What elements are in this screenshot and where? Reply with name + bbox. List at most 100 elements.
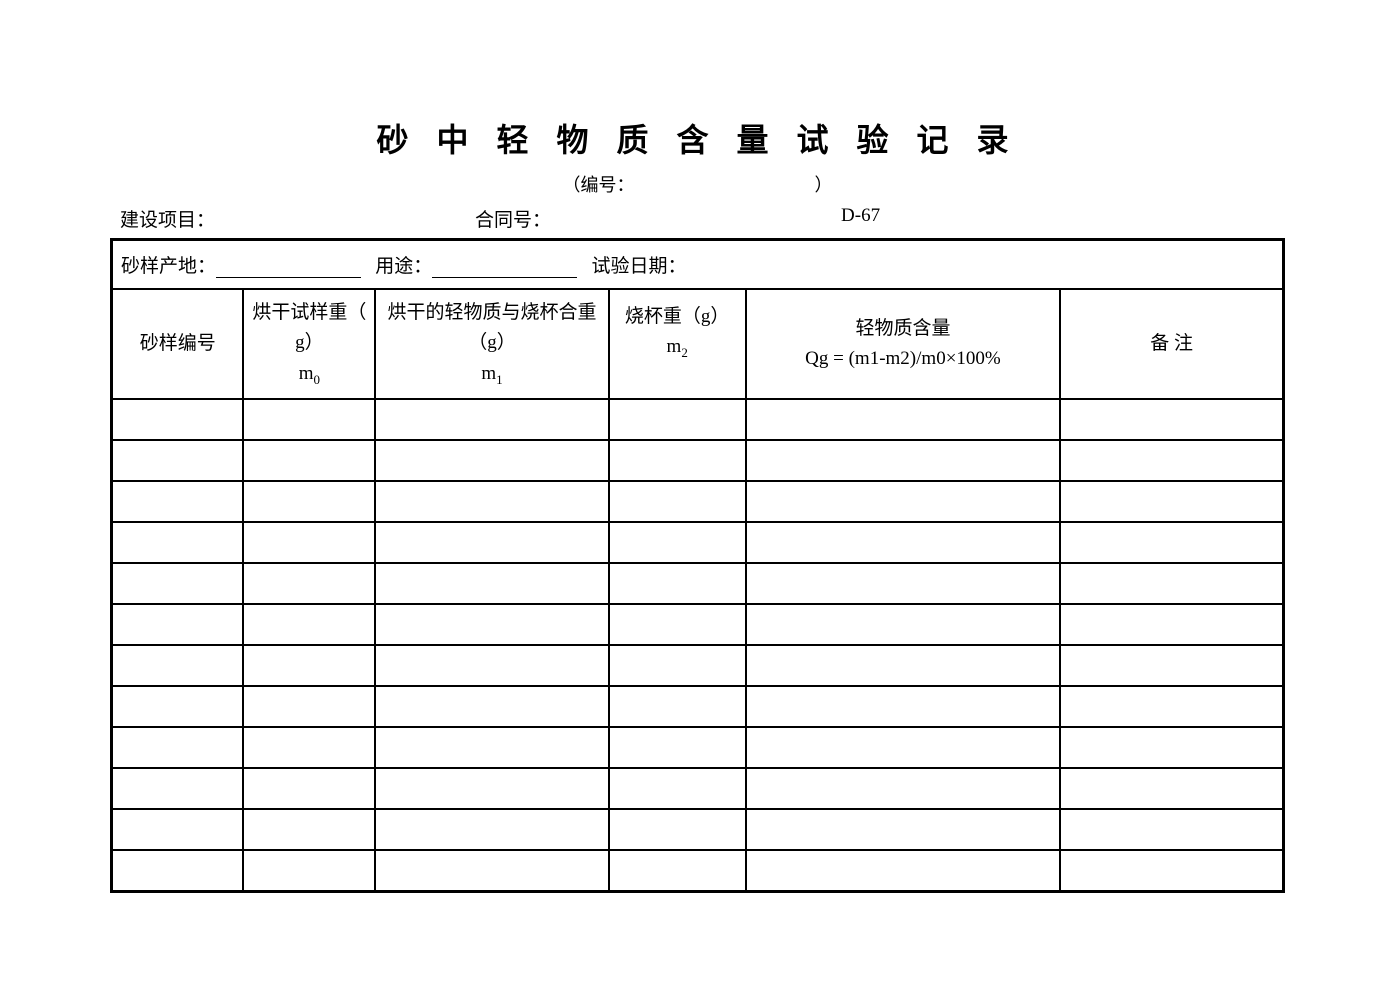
header-remarks: 备 注 xyxy=(1060,289,1283,399)
table-cell xyxy=(746,481,1061,522)
table-cell xyxy=(112,809,244,850)
table-cell xyxy=(1060,440,1283,481)
table-cell xyxy=(1060,686,1283,727)
table-cell xyxy=(609,399,746,440)
table-cell xyxy=(243,727,375,768)
table-row xyxy=(112,809,1284,850)
form-number-label: 编号： xyxy=(581,171,635,197)
table-cell xyxy=(609,481,746,522)
table-cell xyxy=(375,481,608,522)
table-cell xyxy=(609,522,746,563)
header-sample-no: 砂样编号 xyxy=(112,289,244,399)
usage-blank xyxy=(432,259,577,278)
table-row xyxy=(112,850,1284,891)
table-cell xyxy=(112,686,244,727)
table-cell xyxy=(112,768,244,809)
header-c5-l2: Qg = (m1-m2)/m0×100% xyxy=(805,348,1001,369)
contract-value: D-67 xyxy=(841,205,880,232)
page-title: 砂 中 轻 物 质 含 量 试 验 记 录 xyxy=(110,115,1285,161)
usage-label: 用途： xyxy=(375,256,432,277)
table-cell xyxy=(375,809,608,850)
table-cell xyxy=(112,399,244,440)
info-cell: 砂样产地： 用途： 试验日期： xyxy=(112,240,1284,290)
table-cell xyxy=(609,768,746,809)
table-cell xyxy=(243,604,375,645)
header-combined-weight: 烘干的轻物质与烧杯合重 （g） m1 xyxy=(375,289,608,399)
table-row xyxy=(112,604,1284,645)
table-cell xyxy=(609,850,746,891)
table-cell xyxy=(112,563,244,604)
meta-line: 建设项目： 合同号： D-67 xyxy=(110,205,1285,232)
table-cell xyxy=(243,481,375,522)
header-row: 砂样编号 烘干试样重（ g） m0 烘干的轻物质与烧杯合重 （g） m1 烧杯重… xyxy=(112,289,1284,399)
origin-label: 砂样产地： xyxy=(121,256,216,277)
table-cell xyxy=(243,522,375,563)
table-cell xyxy=(375,399,608,440)
table-cell xyxy=(375,686,608,727)
table-row xyxy=(112,440,1284,481)
table-cell xyxy=(243,440,375,481)
table-cell xyxy=(112,440,244,481)
header-c2-l1: 烘干试样重（ xyxy=(252,302,366,323)
table-cell xyxy=(243,768,375,809)
table-cell xyxy=(746,768,1061,809)
table-cell xyxy=(746,686,1061,727)
header-c3-sub: 1 xyxy=(496,372,503,387)
table-cell xyxy=(243,563,375,604)
origin-blank xyxy=(216,259,361,278)
table-cell xyxy=(375,522,608,563)
table-cell xyxy=(1060,563,1283,604)
table-cell xyxy=(243,399,375,440)
table-cell xyxy=(112,481,244,522)
table-cell xyxy=(112,604,244,645)
table-row xyxy=(112,645,1284,686)
header-c4-l1: 烧杯重（g） xyxy=(625,306,730,327)
table-cell xyxy=(1060,481,1283,522)
table-cell xyxy=(609,440,746,481)
table-cell xyxy=(1060,850,1283,891)
table-cell xyxy=(1060,522,1283,563)
form-number-line: （编号：） xyxy=(110,171,1285,197)
table-cell xyxy=(375,440,608,481)
table-cell xyxy=(375,563,608,604)
info-row: 砂样产地： 用途： 试验日期： xyxy=(112,240,1284,290)
table-cell xyxy=(746,522,1061,563)
paren-right: ） xyxy=(815,171,833,197)
table-row xyxy=(112,481,1284,522)
table-row xyxy=(112,768,1284,809)
table-cell xyxy=(1060,604,1283,645)
table-cell xyxy=(375,768,608,809)
table-cell xyxy=(746,809,1061,850)
table-cell xyxy=(609,645,746,686)
table-cell xyxy=(112,850,244,891)
table-cell xyxy=(609,686,746,727)
header-dry-weight: 烘干试样重（ g） m0 xyxy=(243,289,375,399)
table-row xyxy=(112,399,1284,440)
table-row xyxy=(112,563,1284,604)
project-label: 建设项目： xyxy=(120,205,215,232)
header-c5-l1: 轻物质含量 xyxy=(855,318,950,339)
table-cell xyxy=(746,399,1061,440)
table-cell xyxy=(746,645,1061,686)
document-page: 砂 中 轻 物 质 含 量 试 验 记 录 （编号：） 建设项目： 合同号： D… xyxy=(110,115,1285,893)
table-cell xyxy=(746,850,1061,891)
header-c4-sub: 2 xyxy=(681,345,688,360)
date-label: 试验日期： xyxy=(592,256,687,277)
table-cell xyxy=(1060,768,1283,809)
header-content-formula: 轻物质含量 Qg = (m1-m2)/m0×100% xyxy=(746,289,1061,399)
table-cell xyxy=(746,563,1061,604)
table-cell xyxy=(375,645,608,686)
header-c2-sub: 0 xyxy=(314,372,321,387)
table-cell xyxy=(1060,645,1283,686)
table-row xyxy=(112,727,1284,768)
header-c3-l2: （g） xyxy=(468,332,516,353)
table-cell xyxy=(609,604,746,645)
table-row xyxy=(112,686,1284,727)
contract-label: 合同号： xyxy=(475,205,551,232)
table-cell xyxy=(609,563,746,604)
table-cell xyxy=(243,686,375,727)
table-cell xyxy=(243,809,375,850)
table-cell xyxy=(746,440,1061,481)
table-cell xyxy=(112,522,244,563)
table-cell xyxy=(746,727,1061,768)
